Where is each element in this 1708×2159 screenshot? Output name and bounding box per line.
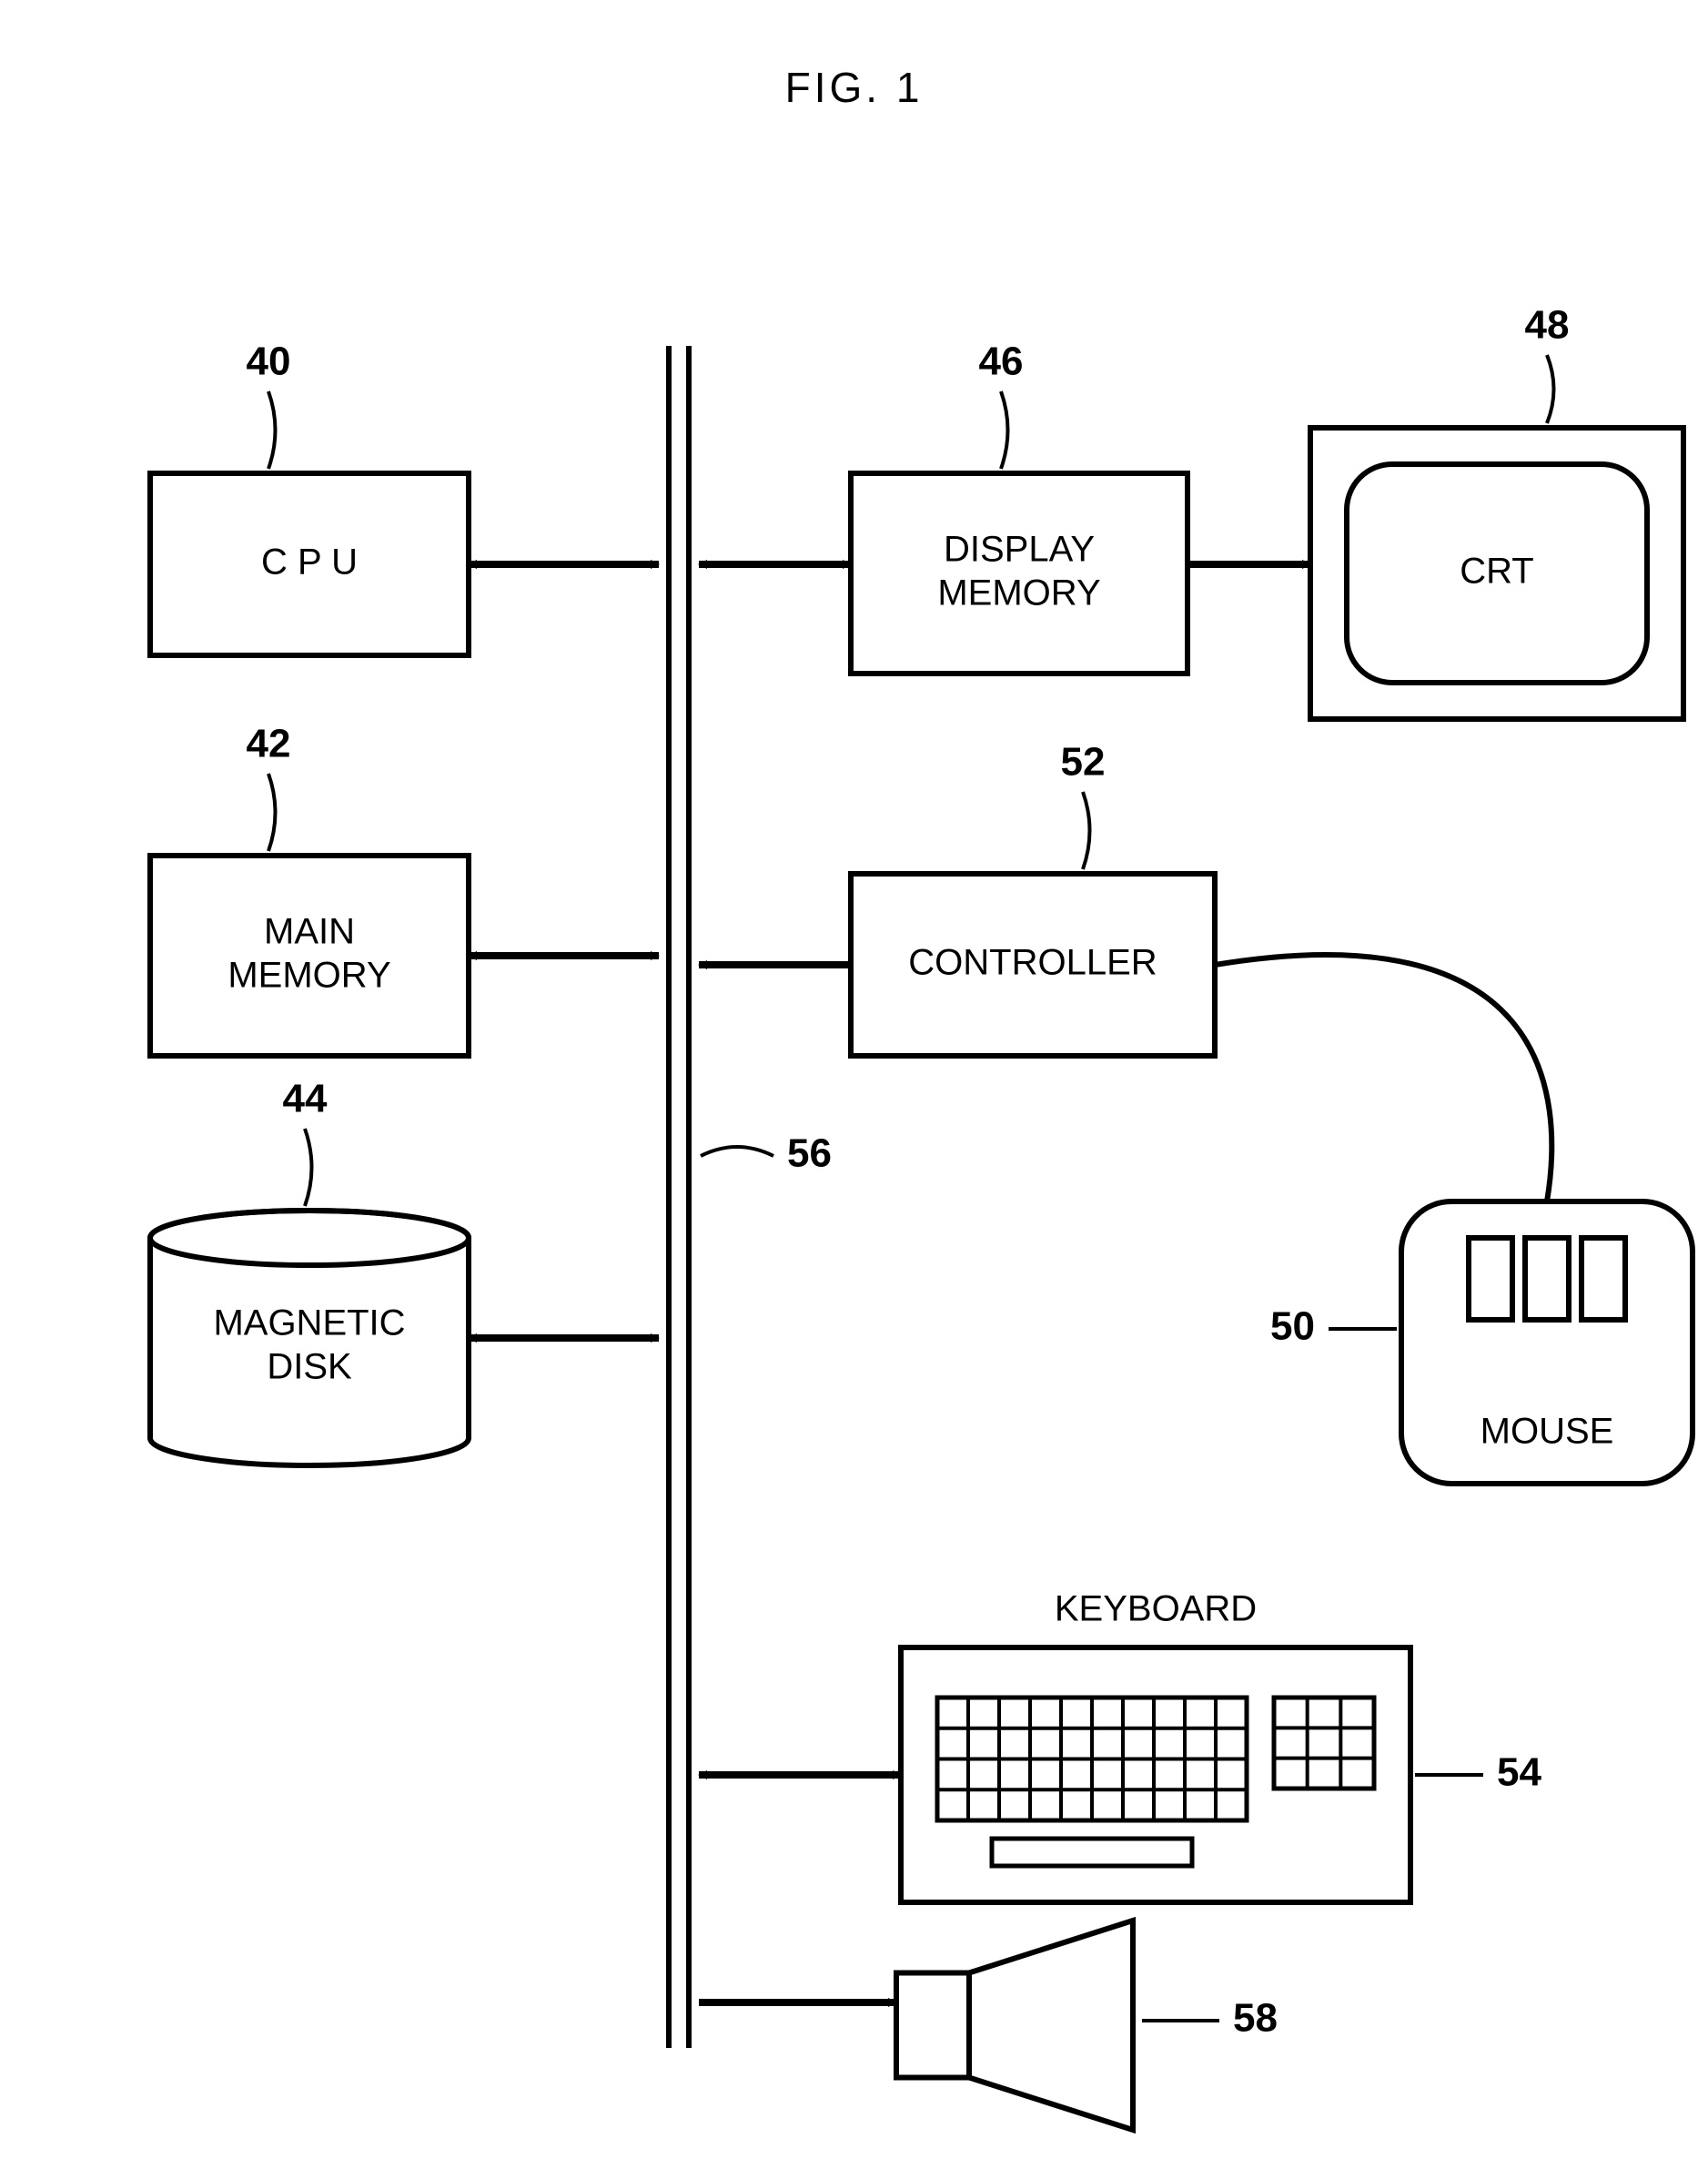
ref-leader: [1001, 391, 1008, 469]
ref-leader: [1547, 355, 1554, 423]
ref-mouse: 50: [1270, 1304, 1315, 1349]
mouse-button: [1525, 1238, 1569, 1320]
svg-text:MEMORY: MEMORY: [937, 573, 1100, 613]
svg-text:CRT: CRT: [1460, 552, 1533, 592]
svg-text:DISK: DISK: [267, 1347, 352, 1387]
mouse-cable: [1215, 955, 1551, 1201]
ref-cpu: 40: [247, 340, 291, 384]
ref-ctrl: 52: [1061, 740, 1106, 785]
block-diagram: FIG. 1C P UMAINMEMORYMAGNETICDISKDISPLAY…: [0, 0, 1708, 2154]
svg-text:MAGNETIC: MAGNETIC: [213, 1303, 405, 1343]
ref-leader: [268, 774, 276, 851]
spacebar: [992, 1839, 1192, 1866]
svg-text:MAIN: MAIN: [264, 912, 355, 952]
svg-text:CONTROLLER: CONTROLLER: [908, 943, 1157, 983]
svg-text:MEMORY: MEMORY: [227, 956, 390, 996]
svg-text:DISPLAY: DISPLAY: [944, 530, 1095, 570]
ref-spk: 58: [1233, 1996, 1278, 2041]
speaker-box: [896, 1973, 969, 2078]
ref-leader: [701, 1147, 773, 1156]
ref-leader: [305, 1129, 312, 1206]
cylinder-top: [150, 1211, 469, 1265]
ref-dmem: 46: [979, 340, 1024, 384]
ref-leader: [1083, 792, 1090, 869]
svg-text:MOUSE: MOUSE: [1481, 1412, 1614, 1452]
ref-bus: 56: [787, 1131, 832, 1176]
ref-leader: [268, 391, 276, 469]
svg-text:KEYBOARD: KEYBOARD: [1055, 1589, 1257, 1629]
ref-main: 42: [247, 722, 291, 766]
mouse-button: [1469, 1238, 1512, 1320]
ref-crt: 48: [1525, 303, 1570, 348]
mouse-button: [1582, 1238, 1625, 1320]
speaker-cone: [969, 1921, 1133, 2130]
ref-kbd: 54: [1497, 1750, 1541, 1795]
figure-title: FIG. 1: [785, 64, 924, 111]
numpad: [1274, 1698, 1374, 1789]
ref-disk: 44: [283, 1077, 328, 1121]
svg-text:C P U: C P U: [261, 542, 358, 583]
